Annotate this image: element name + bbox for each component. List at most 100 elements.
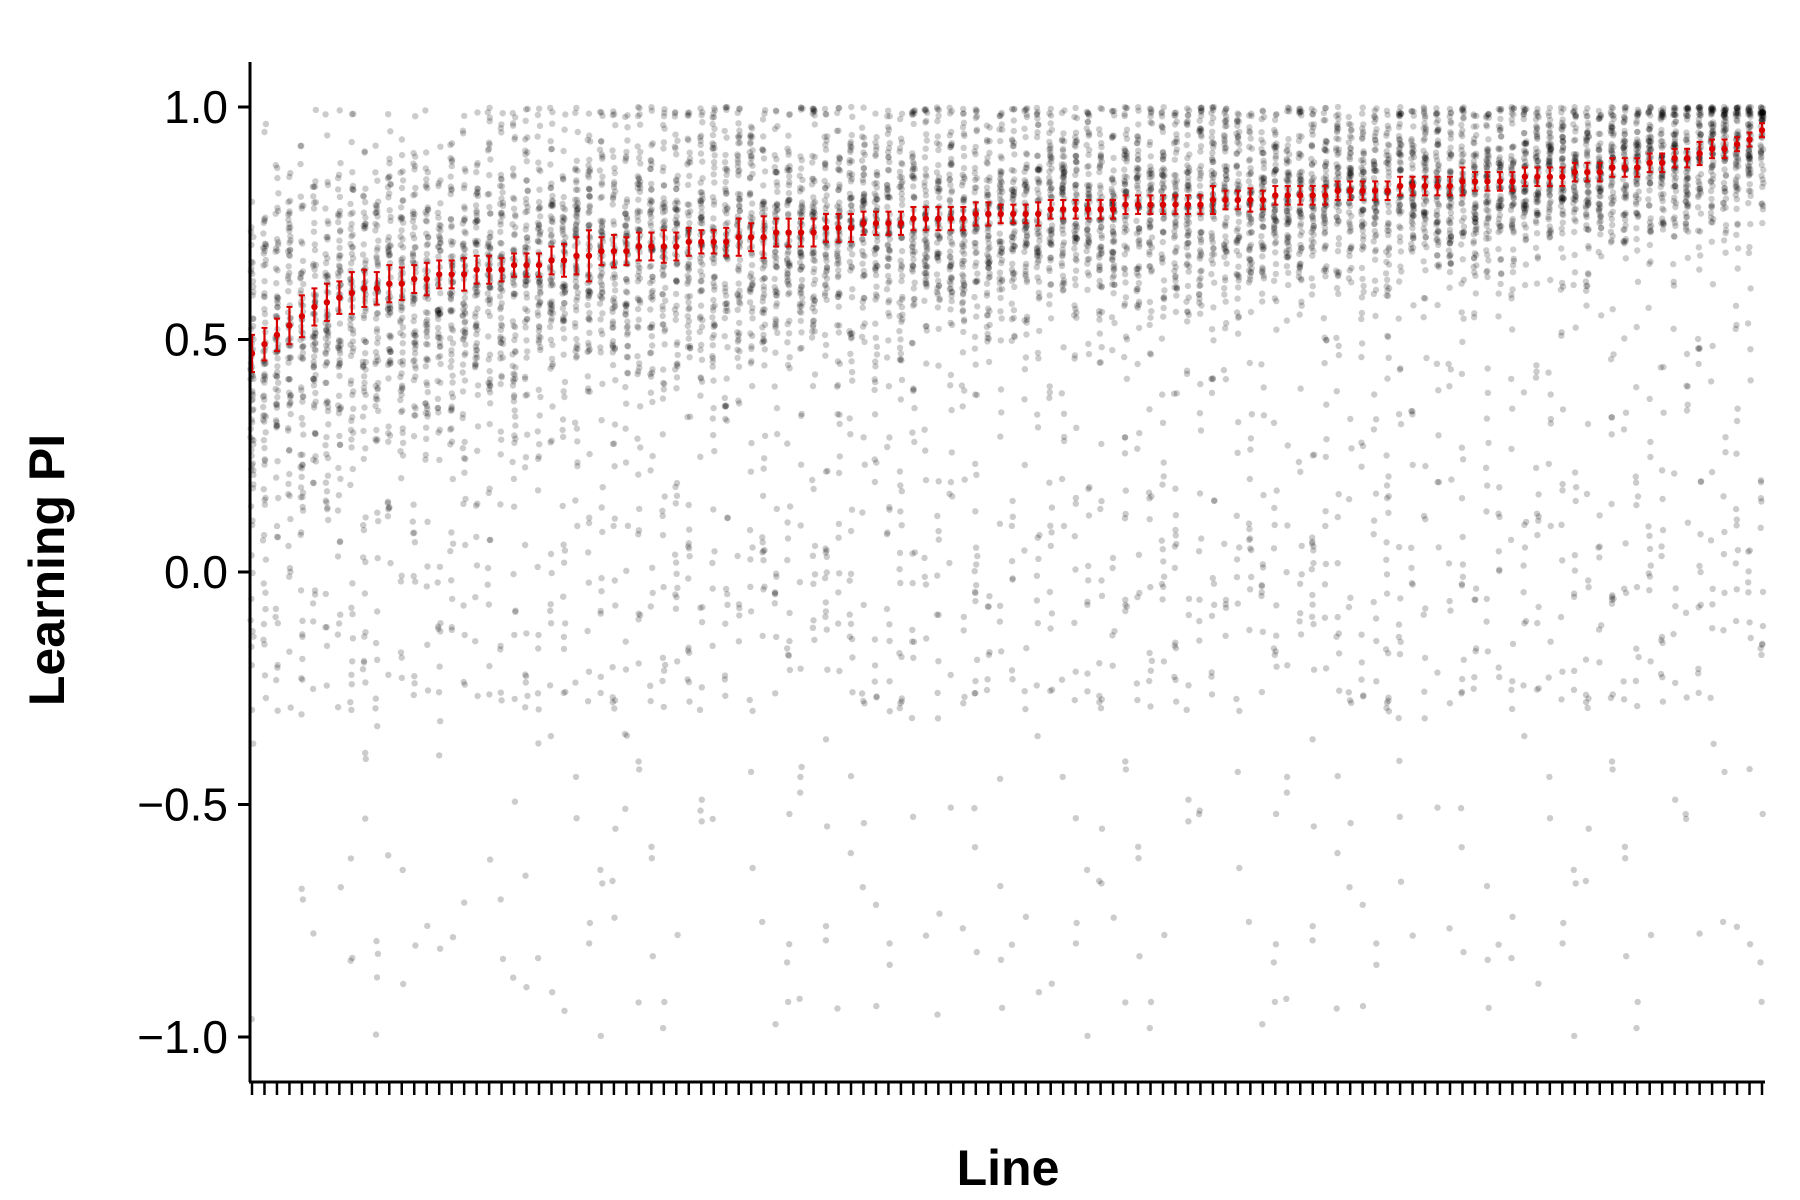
data-point [959,263,966,270]
data-point [322,269,329,277]
data-point [349,244,356,251]
data-point [287,394,294,401]
data-point [1022,263,1029,270]
data-point [858,333,866,340]
data-point [611,280,619,288]
data-point [473,191,480,198]
data-point [486,856,494,863]
data-point [746,526,754,534]
data-point [1109,564,1116,572]
data-point [449,475,456,483]
data-point [311,333,318,340]
data-point [897,482,904,489]
data-point [1046,383,1053,390]
data-point [611,421,619,428]
data-point [424,309,431,317]
data-point [1059,282,1066,289]
data-point [786,609,793,617]
data-point [298,205,305,212]
data-point [612,825,619,832]
data-point [659,431,666,438]
data-point [299,393,306,400]
data-point [1046,301,1053,308]
data-point [959,124,967,131]
data-point [497,689,504,696]
data-point [861,461,868,468]
data-point [674,172,681,180]
data-point [373,310,380,317]
data-point [935,478,942,485]
data-point [285,447,293,454]
data-point [549,989,556,996]
data-point [685,275,693,282]
data-point [361,373,368,380]
data-point [786,173,793,180]
data-point [259,416,267,424]
data-point [360,363,367,370]
data-point [724,206,731,213]
data-point [585,185,593,192]
data-point [785,330,793,337]
data-point [1046,292,1053,299]
data-point [911,248,918,255]
data-point [462,168,469,175]
data-point [1073,919,1080,927]
data-point [300,342,307,350]
data-point [1085,350,1093,358]
data-point [374,656,381,663]
data-point [523,177,530,184]
data-point [274,422,281,430]
data-point [272,265,280,272]
data-point [960,231,967,238]
data-point [984,330,991,338]
data-point [1010,314,1017,322]
data-point [472,313,479,320]
data-point [622,311,629,319]
data-point [709,131,717,139]
data-point [411,345,419,352]
data-point [437,628,444,635]
data-point [860,434,867,441]
data-point [348,260,355,267]
data-point [361,222,369,230]
data-point [1121,515,1129,522]
data-point [274,174,281,182]
data-point [811,636,818,644]
data-point [1072,181,1079,189]
data-point [634,217,642,224]
data-point [584,698,592,705]
data-point [350,186,357,194]
data-point [647,165,654,172]
data-point [1111,107,1118,115]
data-point [759,492,767,500]
data-point [686,526,693,533]
data-point [661,380,668,388]
data-point [336,237,343,244]
data-point [412,942,419,949]
data-point [923,270,930,277]
data-point [598,193,606,200]
data-point [734,109,741,117]
data-point [324,504,331,511]
data-point [336,346,343,354]
data-point [747,768,755,776]
data-point [285,359,292,366]
data-point [936,194,943,201]
data-point [510,194,517,201]
data-point [537,228,544,235]
data-point [623,567,630,574]
data-point [535,105,543,112]
data-point [336,538,343,546]
data-point [1098,234,1106,241]
data-point [336,193,344,201]
data-point [672,500,679,507]
data-point [310,479,317,486]
data-point [846,195,854,202]
data-point [611,463,618,470]
data-point [722,620,729,627]
data-point [973,948,980,956]
data-point [297,142,304,150]
data-point [259,537,267,544]
data-point [597,866,604,874]
data-point [961,693,968,701]
